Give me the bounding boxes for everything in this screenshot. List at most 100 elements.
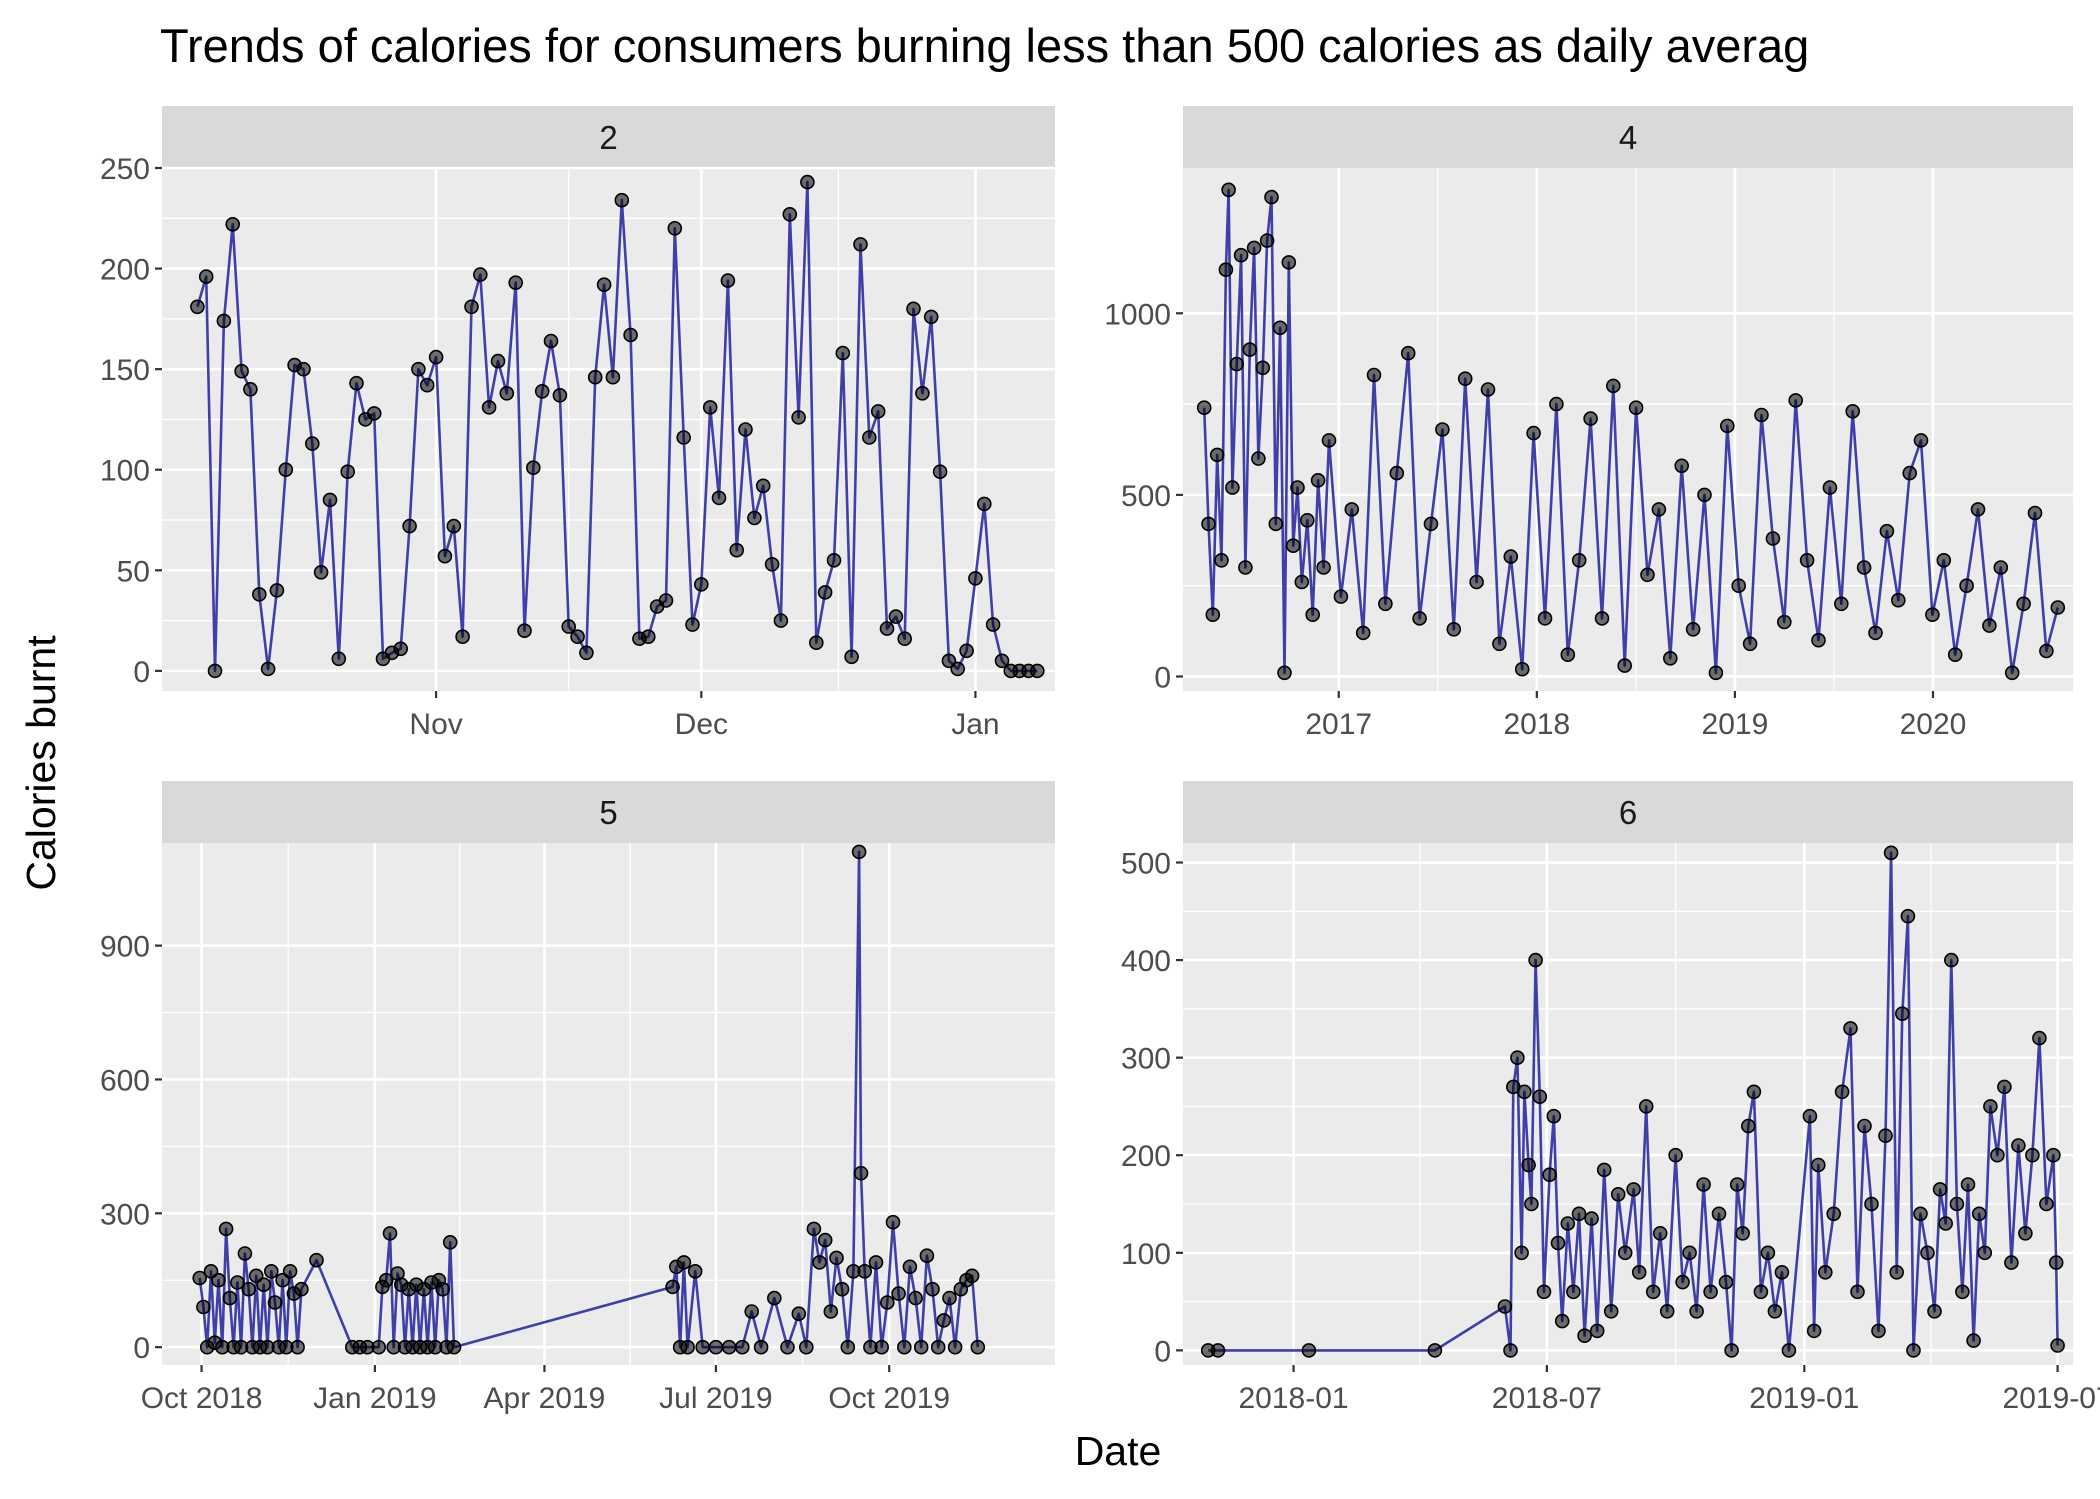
- data-point: [908, 1290, 923, 1306]
- x-tick-label: Jan 2019: [313, 1382, 436, 1415]
- data-point: [791, 1306, 807, 1321]
- data-point: [1560, 1216, 1576, 1231]
- x-tick-label: 2019: [1702, 708, 1769, 741]
- data-point: [2011, 1138, 2026, 1153]
- data-point: [868, 1255, 884, 1270]
- data-point: [853, 1165, 869, 1181]
- data-point: [1264, 189, 1279, 205]
- y-tick-label: 900: [100, 931, 150, 964]
- data-point: [1868, 625, 1883, 641]
- data-point: [1767, 1304, 1783, 1319]
- data-point: [1514, 1245, 1529, 1261]
- data-point: [744, 1304, 760, 1319]
- data-point: [1606, 378, 1621, 394]
- data-point: [1990, 1147, 2005, 1163]
- data-point: [256, 1277, 272, 1292]
- data-point: [888, 609, 904, 624]
- data-point: [2032, 1030, 2047, 1046]
- data-point: [834, 1281, 850, 1297]
- data-point: [282, 1264, 298, 1279]
- data-point: [340, 464, 356, 480]
- data-point: [950, 661, 966, 677]
- data-point: [1754, 407, 1769, 423]
- data-point: [1521, 1157, 1536, 1173]
- data-point: [605, 369, 621, 385]
- data-point: [1913, 1206, 1928, 1222]
- y-axis-label: Calories burnt: [18, 635, 64, 891]
- x-tick-label: Nov: [409, 708, 462, 741]
- data-point: [1526, 425, 1541, 441]
- data-point: [874, 1339, 890, 1355]
- data-point: [1659, 1304, 1675, 1319]
- data-point: [481, 400, 497, 415]
- data-point: [437, 548, 453, 564]
- data-point: [919, 1248, 935, 1263]
- facet-strip-label: 4: [1619, 119, 1637, 156]
- data-point: [322, 492, 338, 508]
- data-point: [1920, 1245, 1935, 1261]
- data-point: [665, 1279, 680, 1295]
- x-tick-label: Dec: [675, 708, 728, 741]
- x-tick-label: 2018-01: [1238, 1382, 1348, 1415]
- data-point: [1423, 516, 1439, 532]
- data-point: [658, 593, 674, 608]
- data-point: [897, 631, 913, 647]
- data-point: [517, 623, 532, 639]
- data-point: [230, 1275, 245, 1290]
- data-point: [1610, 1187, 1626, 1202]
- data-point: [1446, 621, 1462, 637]
- data-point: [817, 585, 833, 600]
- data-point: [455, 629, 470, 645]
- data-point: [1305, 607, 1320, 623]
- data-point: [216, 313, 232, 329]
- data-point: [490, 353, 506, 369]
- data-point: [1259, 233, 1275, 248]
- data-point: [1251, 451, 1266, 466]
- data-point: [1255, 360, 1271, 376]
- data-point: [2046, 1147, 2061, 1163]
- y-tick-label: 1000: [1104, 298, 1171, 331]
- data-point: [1214, 552, 1229, 568]
- data-point: [1871, 1323, 1886, 1339]
- data-point: [1355, 625, 1371, 641]
- data-point: [1435, 422, 1450, 437]
- data-point: [1788, 393, 1803, 408]
- data-point: [1218, 262, 1234, 278]
- data-point: [1850, 1284, 1865, 1300]
- data-point: [941, 653, 957, 669]
- data-point: [1532, 1089, 1548, 1104]
- data-point: [1238, 560, 1253, 575]
- y-tick-label: 0: [1154, 1335, 1171, 1368]
- data-point: [1891, 592, 1906, 608]
- data-point: [906, 301, 921, 317]
- data-point: [1638, 1099, 1654, 1114]
- data-point: [1537, 611, 1553, 626]
- data-point: [1675, 1274, 1690, 1290]
- x-tick-label: Jul 2019: [659, 1382, 772, 1415]
- data-point: [1774, 1265, 1790, 1280]
- data-point: [1697, 487, 1712, 503]
- data-point: [879, 621, 895, 636]
- data-point: [614, 192, 630, 208]
- data-point: [1205, 607, 1221, 623]
- data-point: [623, 327, 638, 343]
- facet-strip: [1183, 781, 2073, 843]
- data-point: [1626, 1182, 1641, 1197]
- data-point: [218, 1221, 234, 1237]
- data-point: [1549, 396, 1564, 412]
- data-point: [1765, 531, 1781, 546]
- data-point: [1689, 1304, 1704, 1319]
- data-point: [1741, 1118, 1756, 1134]
- data-point: [812, 1255, 827, 1270]
- data-point: [1528, 952, 1543, 968]
- facet-strip-label: 5: [599, 794, 617, 831]
- y-tick-label: 500: [1121, 848, 1171, 881]
- data-point: [402, 518, 417, 534]
- data-point: [294, 1281, 309, 1297]
- data-point: [947, 1339, 963, 1355]
- data-point: [313, 564, 329, 580]
- data-point: [1469, 574, 1484, 590]
- data-point: [2039, 1196, 2054, 1212]
- data-point: [1233, 247, 1249, 263]
